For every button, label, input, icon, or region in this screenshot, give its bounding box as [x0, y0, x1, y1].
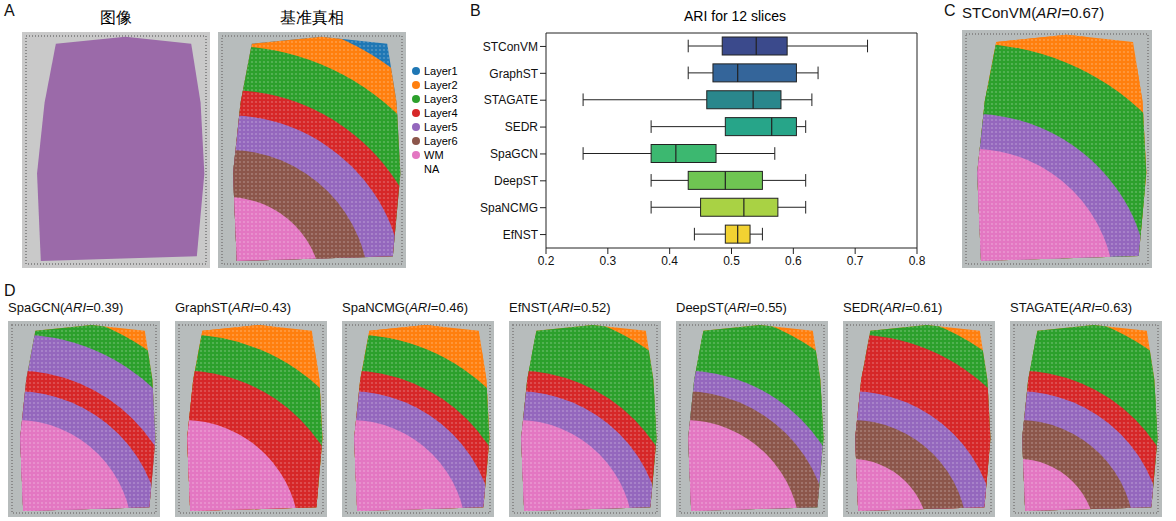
- svg-text:DeepST: DeepST: [494, 174, 539, 188]
- html-text:Layer4: Layer4: [424, 107, 458, 119]
- svg-text:SpaGCN: SpaGCN: [490, 147, 538, 161]
- svg-text:0.2: 0.2: [538, 254, 555, 268]
- html-text:GraphST(ARI =0.43): GraphST(ARI =0.43): [175, 300, 291, 315]
- svg-text:0.8: 0.8: [909, 254, 926, 268]
- html-text:Layer2: Layer2: [424, 79, 458, 91]
- svg-text:SpaNCMG: SpaNCMG: [480, 201, 538, 215]
- html-text:D: D: [4, 282, 16, 299]
- svg-text:STConVM: STConVM: [483, 40, 538, 54]
- html-text:Layer5: Layer5: [424, 121, 458, 133]
- svg-text:GraphST: GraphST: [489, 67, 538, 81]
- html-text:B: B: [470, 2, 481, 19]
- html-text:Layer3: Layer3: [424, 93, 458, 105]
- svg-text:STAGATE: STAGATE: [484, 93, 538, 107]
- svg-text:EfNST: EfNST: [503, 228, 539, 242]
- svg-text:0.3: 0.3: [599, 254, 616, 268]
- html-text:WM: WM: [424, 149, 444, 161]
- html-text:SpaNCMG(ARI =0.46): SpaNCMG(ARI =0.46): [342, 300, 469, 315]
- svg-text:0.4: 0.4: [661, 254, 678, 268]
- html-text:基准真相: 基准真相: [280, 9, 344, 26]
- svg-text:0.5: 0.5: [723, 254, 740, 268]
- svg-text:0.7: 0.7: [847, 254, 864, 268]
- html-text:ARI for 12 slices: ARI for 12 slices: [684, 8, 786, 24]
- svg-text:SEDR: SEDR: [505, 120, 539, 134]
- svg-text:0.6: 0.6: [785, 254, 802, 268]
- html-text:NA: NA: [424, 163, 440, 175]
- html-text:EfNST(ARI =0.52): EfNST(ARI =0.52): [509, 300, 611, 315]
- html-text:Layer6: Layer6: [424, 135, 458, 147]
- html-text:C: C: [944, 2, 956, 19]
- html-text:STConVM(ARI =0.67): STConVM(ARI =0.67): [962, 4, 1105, 21]
- html-text:SpaGCN(ARI =0.39): SpaGCN(ARI =0.39): [8, 300, 124, 315]
- html-text:Layer1: Layer1: [424, 65, 458, 77]
- html-text:DeepST(ARI =0.55): DeepST(ARI =0.55): [676, 300, 787, 315]
- html-text:A: A: [4, 2, 15, 19]
- html-text:STAGATE(ARI =0.63): STAGATE(ARI =0.63): [1010, 300, 1132, 315]
- html-text:SEDR(ARI =0.61): SEDR(ARI =0.61): [843, 300, 943, 315]
- html-text:图像: 图像: [100, 9, 132, 26]
